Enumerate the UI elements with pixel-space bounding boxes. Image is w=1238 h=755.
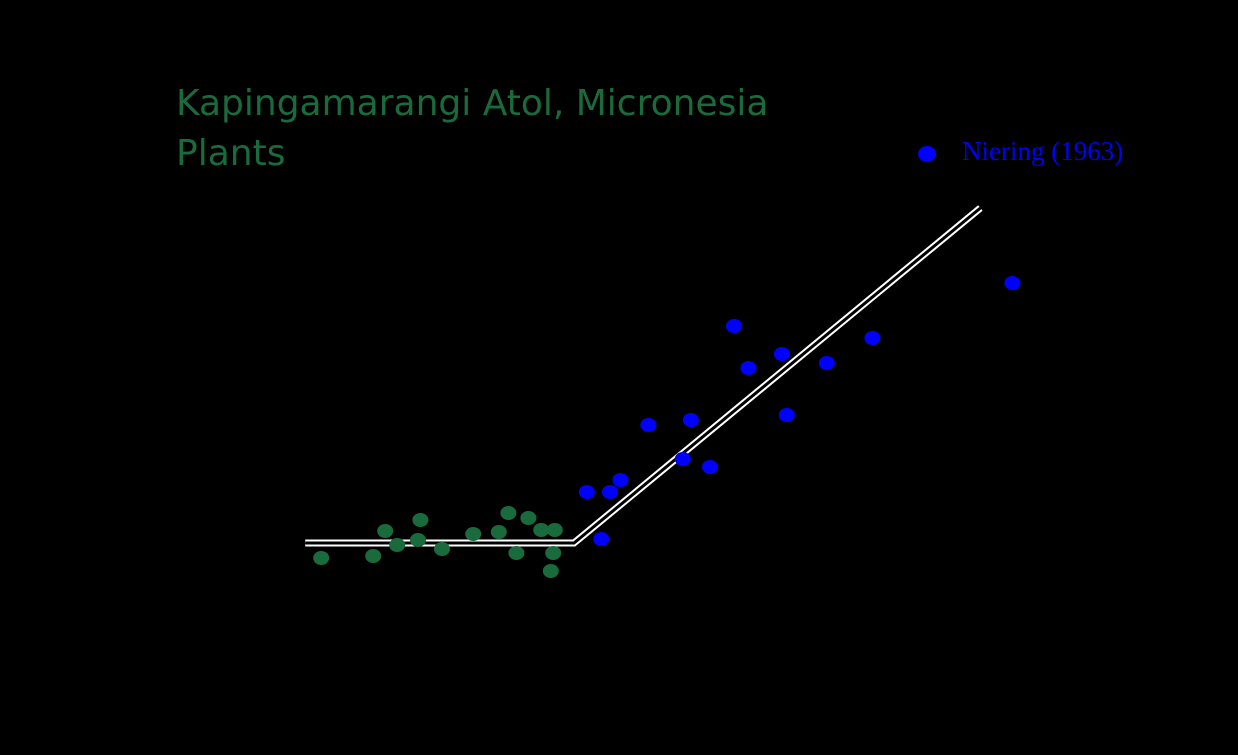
point <box>490 525 507 539</box>
point <box>740 361 757 375</box>
point <box>508 546 525 560</box>
point <box>377 524 394 538</box>
point <box>313 551 330 565</box>
chart-title: Kapingamarangi Atol, Micronesia <box>176 83 768 124</box>
point <box>818 356 835 370</box>
point <box>412 513 429 527</box>
point <box>434 542 450 556</box>
point <box>365 549 382 563</box>
point <box>545 546 562 560</box>
legend-label: Niering (1963) <box>962 136 1123 166</box>
point <box>593 532 610 546</box>
point <box>612 473 629 487</box>
chart-subtitle: Plants <box>176 133 285 174</box>
point <box>864 331 881 345</box>
point <box>778 408 795 422</box>
point <box>410 533 426 547</box>
point <box>726 319 742 333</box>
point <box>465 527 482 541</box>
point <box>1004 276 1021 290</box>
legend-marker <box>918 146 936 162</box>
point <box>774 347 790 361</box>
point <box>546 523 563 537</box>
point <box>682 413 699 427</box>
point <box>640 418 657 432</box>
point <box>500 506 517 520</box>
point <box>602 485 618 499</box>
point <box>533 523 550 537</box>
point <box>674 452 691 466</box>
point <box>702 460 718 474</box>
fit-line-inner <box>305 206 982 545</box>
point <box>578 485 595 499</box>
point <box>520 511 537 525</box>
point <box>542 564 559 578</box>
fit-line <box>305 205 983 547</box>
point <box>389 538 406 552</box>
